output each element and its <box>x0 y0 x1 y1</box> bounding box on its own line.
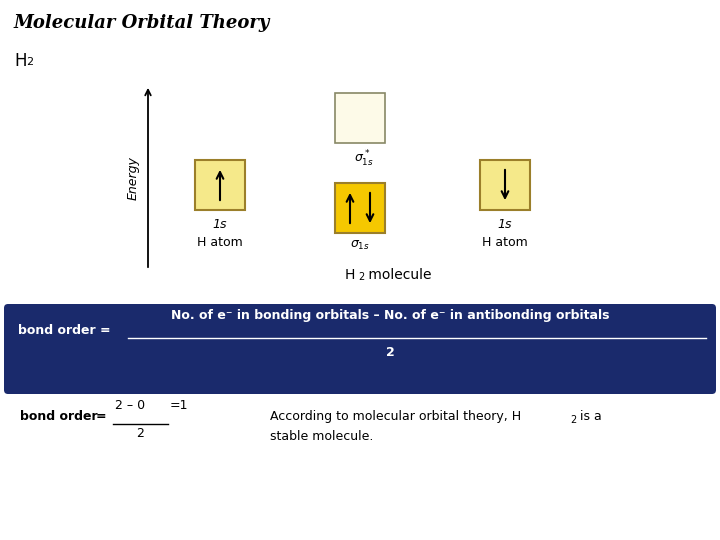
Text: 1$s$: 1$s$ <box>212 218 228 231</box>
Text: 2 – 0: 2 – 0 <box>115 399 145 412</box>
Text: Energy: Energy <box>127 156 140 200</box>
FancyBboxPatch shape <box>4 304 716 394</box>
Text: bond order =: bond order = <box>18 323 111 336</box>
Text: No. of e⁻ in bonding orbitals – No. of e⁻ in antibonding orbitals: No. of e⁻ in bonding orbitals – No. of e… <box>171 309 609 322</box>
Text: 2: 2 <box>386 346 395 359</box>
Text: molecule: molecule <box>364 268 431 282</box>
Text: 2: 2 <box>26 57 33 67</box>
Text: 1$s$: 1$s$ <box>497 218 513 231</box>
Text: bond order: bond order <box>20 410 98 423</box>
Text: H: H <box>14 52 27 70</box>
Text: =: = <box>96 410 107 423</box>
Text: According to molecular orbital theory, H: According to molecular orbital theory, H <box>270 410 521 423</box>
Bar <box>480 160 530 210</box>
Text: Molecular Orbital Theory: Molecular Orbital Theory <box>14 14 271 32</box>
Text: H atom: H atom <box>482 236 528 249</box>
Bar <box>335 93 385 143</box>
Text: H atom: H atom <box>197 236 243 249</box>
Text: stable molecule.: stable molecule. <box>270 430 374 443</box>
Text: $\sigma^*_{1s}$: $\sigma^*_{1s}$ <box>354 149 374 169</box>
Text: 2: 2 <box>570 415 576 425</box>
Text: is a: is a <box>576 410 602 423</box>
Text: $\sigma_{1s}$: $\sigma_{1s}$ <box>350 239 370 252</box>
Text: 2: 2 <box>136 427 144 440</box>
Text: =1: =1 <box>170 399 189 412</box>
Bar <box>195 160 245 210</box>
Bar <box>335 183 385 233</box>
Text: H: H <box>345 268 356 282</box>
Text: 2: 2 <box>358 272 364 282</box>
